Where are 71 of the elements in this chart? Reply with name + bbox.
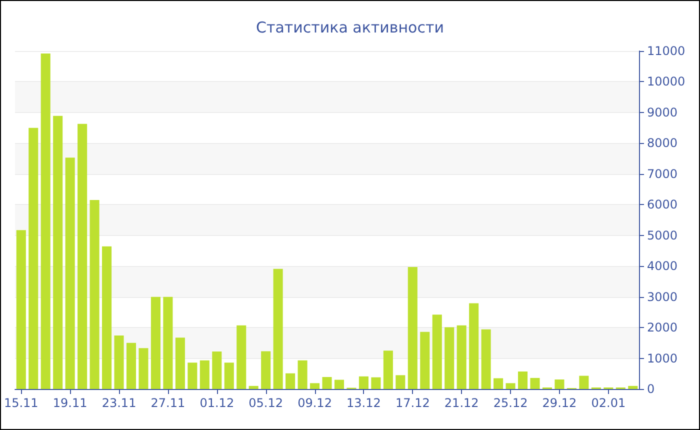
bar xyxy=(310,383,320,389)
bar xyxy=(444,327,454,389)
x-tick-label: 19.11 xyxy=(52,396,88,410)
bar xyxy=(298,360,308,389)
y-tick-label: 10000 xyxy=(647,74,686,89)
bar xyxy=(530,378,540,389)
bar xyxy=(248,386,258,389)
bar xyxy=(90,200,100,389)
bar xyxy=(420,332,430,389)
chart-title: Статистика активности xyxy=(256,18,444,36)
bar xyxy=(175,338,185,389)
bar xyxy=(114,336,124,389)
bar xyxy=(456,325,466,389)
bar xyxy=(494,378,504,389)
y-tick-label: 2000 xyxy=(647,320,678,335)
bar xyxy=(102,246,112,389)
x-tick-label: 27.11 xyxy=(150,396,186,410)
x-tick-label: 17.12 xyxy=(395,396,430,410)
bar xyxy=(188,362,198,389)
bar xyxy=(358,376,368,389)
bar xyxy=(16,230,26,389)
y-tick-label: 1000 xyxy=(647,351,678,366)
bar xyxy=(334,380,344,389)
bar xyxy=(469,303,479,389)
y-tick-label: 7000 xyxy=(647,166,678,181)
bar xyxy=(200,360,210,389)
x-tick-label: 13.12 xyxy=(346,396,381,410)
y-tick-label: 9000 xyxy=(647,105,678,120)
x-tick-label: 01.12 xyxy=(200,396,234,410)
bar xyxy=(396,375,406,389)
y-tick-label: 3000 xyxy=(647,290,678,304)
x-tick-label: 29.12 xyxy=(542,396,577,410)
bar xyxy=(224,362,234,389)
bar xyxy=(40,53,50,389)
bar xyxy=(212,352,222,389)
y-tick-label: 8000 xyxy=(647,136,678,150)
bar xyxy=(163,296,173,389)
y-tick-label: 11000 xyxy=(647,44,686,58)
bar xyxy=(53,116,63,389)
y-tick-label: 6000 xyxy=(647,198,678,212)
bar xyxy=(432,314,442,389)
bar xyxy=(65,158,75,389)
x-tick-label: 25.12 xyxy=(493,396,528,410)
bar xyxy=(628,386,638,389)
y-tick-label: 0 xyxy=(647,382,655,396)
bar xyxy=(150,296,160,389)
bar xyxy=(261,351,271,389)
bar xyxy=(481,329,491,389)
bar xyxy=(236,325,246,389)
bar xyxy=(78,124,88,389)
bar xyxy=(579,376,589,389)
x-tick-label: 09.12 xyxy=(298,396,332,410)
bar xyxy=(408,267,418,389)
x-tick-label: 23.11 xyxy=(102,396,136,410)
y-tick-label: 4000 xyxy=(647,259,678,274)
x-tick-label: 05.12 xyxy=(248,396,284,410)
bar xyxy=(383,350,393,389)
bar xyxy=(371,377,381,389)
bar xyxy=(138,348,148,389)
bar xyxy=(28,128,38,389)
x-tick-label: 21.12 xyxy=(444,396,479,410)
bar xyxy=(506,383,516,389)
x-tick-label: 02.01 xyxy=(591,396,626,410)
x-tick-label: 15.11 xyxy=(4,396,38,410)
bar xyxy=(273,268,283,389)
bar xyxy=(322,377,332,389)
bar xyxy=(554,379,564,389)
bar xyxy=(518,371,528,389)
bar xyxy=(126,342,136,389)
y-tick-label: 5000 xyxy=(647,228,678,242)
bar xyxy=(286,373,296,389)
